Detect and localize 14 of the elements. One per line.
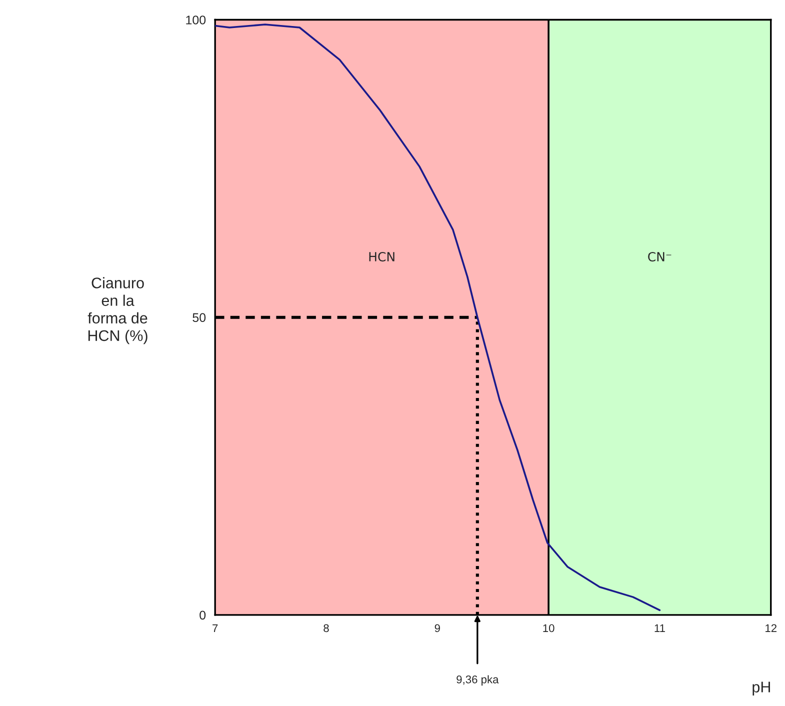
annotation: 9,36 pka [456,675,499,686]
y-axis-title: Cianuro en la forma de HCN (%) [88,277,148,344]
x-tick-label: 9 [434,624,440,632]
band-label: HCN [369,252,394,262]
y-tick-label: 50 [192,313,206,322]
y-tick-label: 100 [186,16,206,24]
x-tick-label: 10 [543,624,554,632]
x-tick-label: 7 [212,624,218,632]
x-tick-label: 8 [324,624,329,632]
y-tick-label: 0 [200,610,206,620]
x-tick-label: 11 [654,624,665,632]
x-axis-title: pH [752,682,770,696]
x-tick-label: 12 [766,624,776,632]
band-label: CN⁻ [648,252,672,262]
